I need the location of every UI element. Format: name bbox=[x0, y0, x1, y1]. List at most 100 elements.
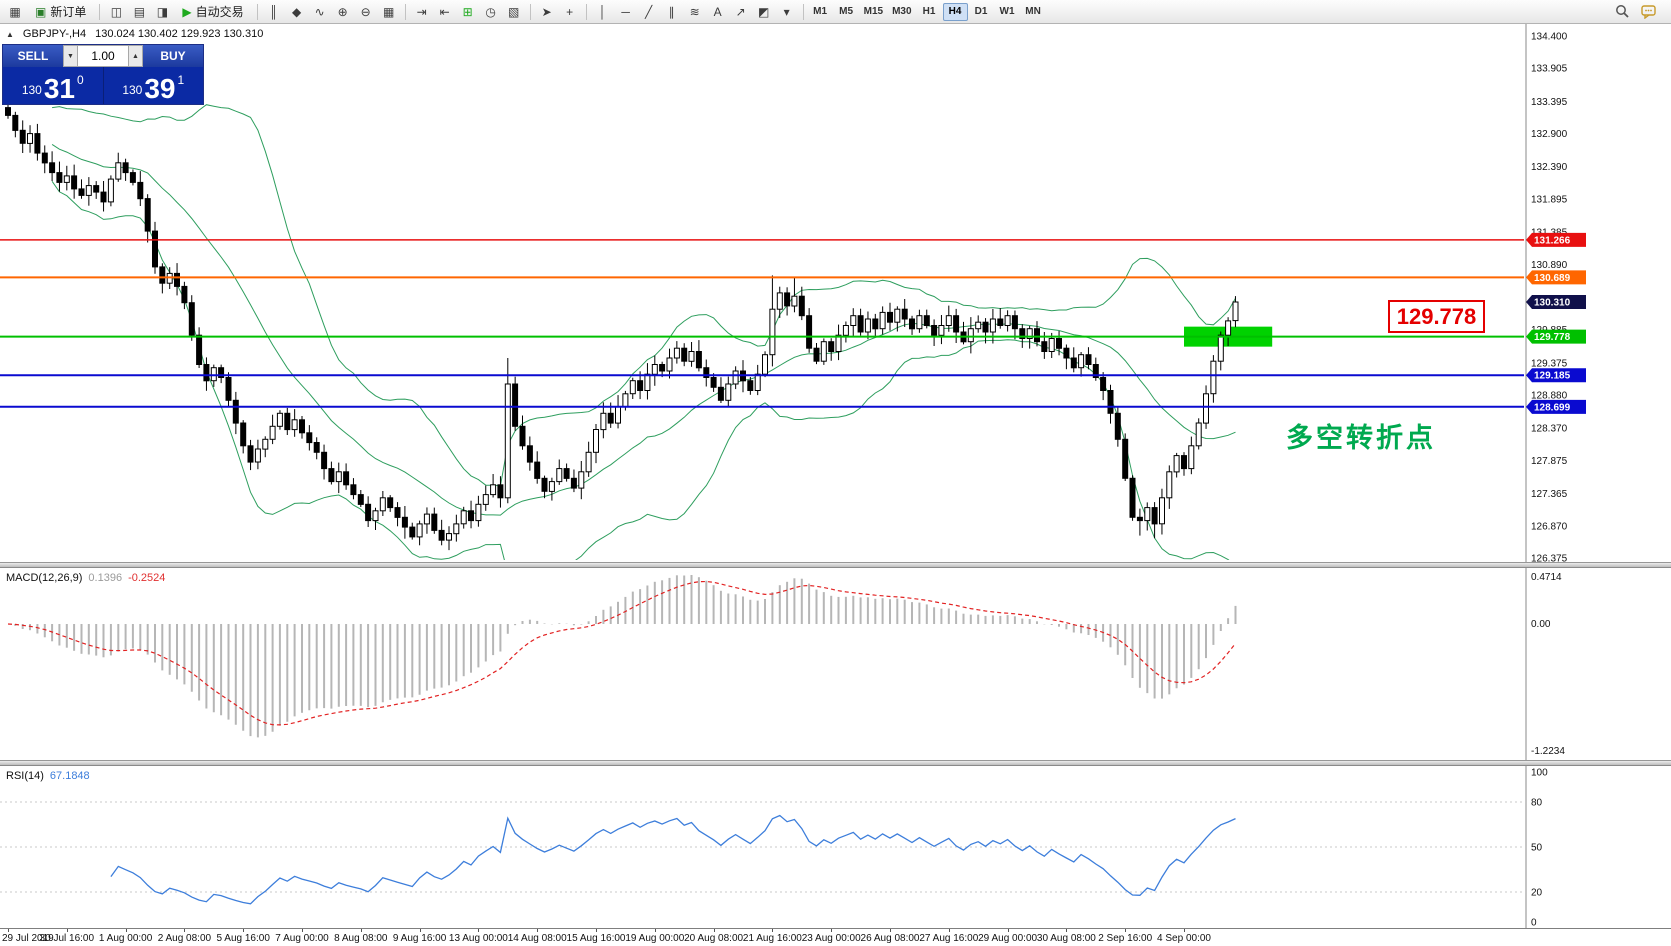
timeframe-W1[interactable]: W1 bbox=[999, 6, 1015, 17]
toolbar-separator bbox=[99, 3, 101, 20]
price-tick-label: 127.875 bbox=[1531, 456, 1568, 467]
rsi-axis-label: 20 bbox=[1531, 888, 1543, 899]
price-tag-131.266 bbox=[1526, 232, 1586, 247]
lot-decrease-button[interactable]: ▼ bbox=[63, 45, 78, 67]
time-tick bbox=[8, 929, 9, 932]
time-tick bbox=[890, 929, 891, 932]
candlestick-chart-icon[interactable]: ◆ bbox=[286, 2, 308, 22]
timeframe-M30[interactable]: M30 bbox=[892, 6, 912, 17]
vertical-line-icon[interactable]: │ bbox=[592, 2, 614, 22]
buy-price-display[interactable]: 130 39 1 bbox=[103, 67, 203, 104]
auto-trading-button-label: 自动交易 bbox=[195, 5, 244, 19]
toolbar-left-group: ▦ ▣ 新订单 ◫ ▤ ◨ ▶ 自动交易 ║ ◆ ∿ ⊕ ⊖ ▦ ⇥ ⇤ ⊞ ◷ ▧ ➤ + │ ─ ╱ ∥ ≋ A ↗ ◩ ▾ bbox=[4, 2, 808, 22]
search-icon[interactable] bbox=[1611, 2, 1633, 22]
price-tag-130.689 bbox=[1526, 270, 1586, 285]
time-tick bbox=[125, 929, 127, 932]
tile-windows-icon[interactable]: ▦ bbox=[378, 2, 400, 22]
community-icon[interactable] bbox=[1637, 2, 1659, 22]
plot-layer bbox=[0, 97, 1524, 560]
timeframe-H1[interactable]: H1 bbox=[922, 6, 936, 17]
time-tick bbox=[596, 929, 597, 932]
price-tag-text: 130.689 bbox=[1534, 273, 1571, 284]
indicators-icon[interactable]: ⊞ bbox=[457, 2, 479, 22]
time-tick bbox=[831, 929, 833, 932]
macd-name: MACD(12,26,9) bbox=[6, 572, 83, 584]
chart-shift-icon[interactable]: ⇤ bbox=[434, 2, 456, 22]
vertical-line-icon: │ bbox=[598, 4, 607, 19]
timeframe-toolbar: M1 M5 M15 M30 H1 H4 D1 W1 MN bbox=[808, 2, 1046, 21]
terminal-icon[interactable]: ◨ bbox=[151, 2, 173, 22]
collapse-panel-icon[interactable]: ▲ bbox=[6, 29, 14, 39]
rsi-axis-label: 100 bbox=[1531, 768, 1548, 779]
ohlc-values: 130.024 130.402 129.923 130.310 bbox=[95, 28, 264, 40]
time-label: 20 Aug 08:00 bbox=[684, 933, 744, 944]
fibonacci-icon: ≋ bbox=[689, 4, 700, 19]
timeframe-D1[interactable]: D1 bbox=[974, 6, 988, 17]
auto-scroll-icon[interactable]: ⇥ bbox=[411, 2, 433, 22]
lot-increase-button[interactable]: ▲ bbox=[128, 45, 143, 67]
price-tick-label: 129.375 bbox=[1531, 358, 1568, 369]
main-chart-pane[interactable]: 134.400 133.905 133.395 132.900 132.390 131.8… bbox=[0, 24, 1671, 562]
price-tick-label: 128.880 bbox=[1531, 391, 1568, 402]
macd-signal-value: -0.2524 bbox=[128, 572, 166, 584]
pane-splitter-macd[interactable] bbox=[0, 562, 1671, 568]
profiles-icon[interactable]: ▤ bbox=[128, 2, 150, 22]
fibonacci-icon[interactable]: ≋ bbox=[684, 2, 706, 22]
charts-grid-icon[interactable]: ◫ bbox=[105, 2, 127, 22]
timeframe-M5[interactable]: M5 bbox=[839, 6, 854, 17]
macd-axis-label: 0.00 bbox=[1531, 619, 1551, 630]
rsi-line bbox=[110, 814, 1236, 905]
toolbar-separator bbox=[404, 3, 406, 20]
charts-grid-icon: ◫ bbox=[110, 4, 123, 19]
timeframe-M15[interactable]: M15 bbox=[863, 6, 884, 17]
sell-price-display[interactable]: 130 31 0 bbox=[3, 67, 103, 104]
toolbars-icon[interactable]: ▦ bbox=[4, 2, 26, 22]
timeframe-MN[interactable]: MN bbox=[1025, 6, 1041, 17]
shapes-icon[interactable]: ◩ bbox=[753, 2, 775, 22]
line-chart-icon[interactable]: ∿ bbox=[309, 2, 331, 22]
new-order-icon: ▣ bbox=[35, 4, 47, 19]
time-tick bbox=[302, 929, 303, 932]
sell-button[interactable]: SELL bbox=[3, 45, 63, 67]
crosshair-icon[interactable]: + bbox=[559, 2, 581, 22]
time-label: 2 Sep 16:00 bbox=[1098, 933, 1153, 944]
pane-splitter-rsi[interactable] bbox=[0, 760, 1671, 766]
time-label: 26 Aug 08:00 bbox=[860, 933, 920, 944]
chart-shift-icon: ⇤ bbox=[439, 4, 450, 19]
timeframe-H4[interactable]: H4 bbox=[942, 2, 968, 21]
periods-icon[interactable]: ◷ bbox=[480, 2, 502, 22]
rsi-value: 67.1848 bbox=[49, 770, 90, 782]
timeframe-M1[interactable]: M1 bbox=[813, 6, 828, 17]
bar-chart-icon[interactable]: ║ bbox=[263, 2, 285, 22]
chart-area: 134.400 133.905 133.395 132.900 132.390 131.8… bbox=[0, 24, 1671, 946]
macd-pane[interactable]: 0.4714 0.00 -1.2234 bbox=[0, 568, 1671, 760]
price-tag-text: 130.310 bbox=[1534, 298, 1571, 309]
buy-price-main: 130 bbox=[122, 83, 143, 97]
candlestick-chart-icon: ◆ bbox=[291, 4, 302, 19]
auto-trading-button[interactable]: ▶ 自动交易 bbox=[174, 2, 251, 22]
channel-icon[interactable]: ∥ bbox=[661, 2, 683, 22]
trendline-icon[interactable]: ╱ bbox=[638, 2, 660, 22]
rsi-axis-label: 50 bbox=[1531, 843, 1543, 854]
time-axis[interactable]: 29 Jul 2019 30 Jul 16:00 1 Aug 00:00 2 Aug … bbox=[0, 928, 1671, 946]
toolbar-separator bbox=[585, 3, 587, 20]
templates-icon[interactable]: ▧ bbox=[503, 2, 525, 22]
price-tick-label: 126.870 bbox=[1531, 521, 1568, 532]
text-label-icon[interactable]: A bbox=[707, 2, 729, 22]
indicators-icon: ⊞ bbox=[462, 4, 473, 19]
price-tag-text: 129.185 bbox=[1534, 371, 1571, 382]
templates-icon: ▧ bbox=[507, 4, 520, 19]
objects-dropdown-icon: ▾ bbox=[783, 4, 790, 19]
horizontal-line-icon[interactable]: ─ bbox=[615, 2, 637, 22]
arrows-icon[interactable]: ↗ bbox=[730, 2, 752, 22]
terminal-icon: ◨ bbox=[156, 4, 169, 19]
new-order-button[interactable]: ▣ 新订单 bbox=[27, 2, 94, 22]
objects-dropdown-icon[interactable]: ▾ bbox=[776, 2, 798, 22]
lot-size-input[interactable]: 1.00 bbox=[78, 45, 128, 67]
buy-button[interactable]: BUY bbox=[143, 45, 203, 67]
rsi-pane[interactable]: 100 80 50 20 0 bbox=[0, 766, 1671, 928]
zoom-in-icon[interactable]: ⊕ bbox=[332, 2, 354, 22]
zoom-out-icon[interactable]: ⊖ bbox=[355, 2, 377, 22]
time-tick bbox=[1007, 929, 1009, 932]
cursor-icon[interactable]: ➤ bbox=[536, 2, 558, 22]
